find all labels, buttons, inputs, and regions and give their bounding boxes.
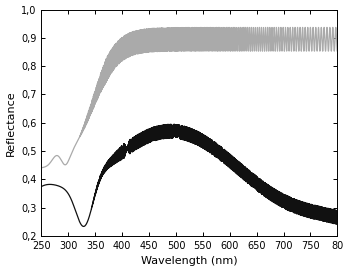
X-axis label: Wavelength (nm): Wavelength (nm) [141, 256, 238, 267]
Y-axis label: Reflectance: Reflectance [6, 90, 16, 156]
